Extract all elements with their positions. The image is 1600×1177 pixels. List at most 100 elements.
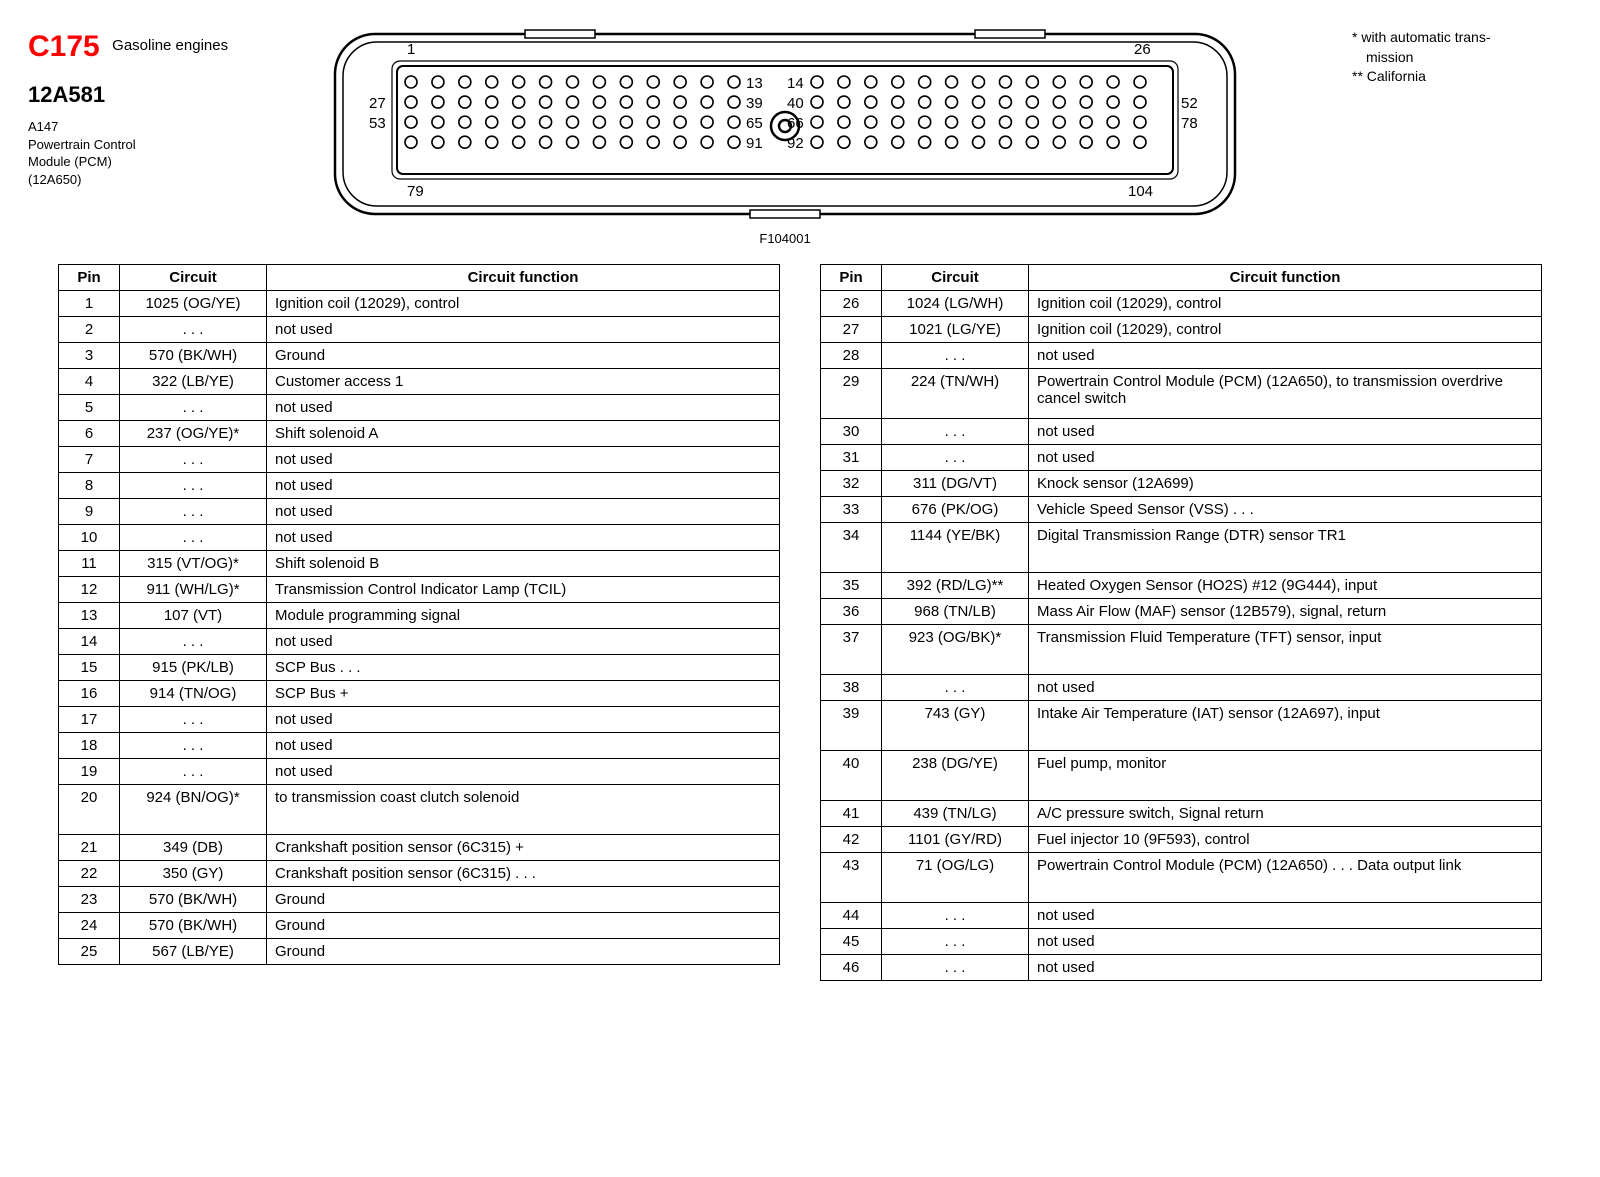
legend-notes: * with automatic trans- mission ** Calif… — [1342, 24, 1572, 87]
module-line: Module (PCM) — [28, 154, 112, 169]
svg-text:14: 14 — [787, 75, 804, 92]
module-line: (12A650) — [28, 172, 81, 187]
function-cell: Module programming signal — [267, 603, 780, 629]
table-row: 2. . .not used — [59, 317, 780, 343]
circuit-cell: 350 (GY) — [120, 861, 267, 887]
pin-cell: 45 — [821, 929, 882, 955]
circuit-cell: . . . — [120, 707, 267, 733]
function-cell: not used — [1029, 675, 1542, 701]
pinout-table-right: Pin Circuit Circuit function 261024 (LG/… — [820, 264, 1542, 981]
pin-cell: 41 — [821, 801, 882, 827]
svg-text:52: 52 — [1181, 95, 1198, 112]
circuit-cell: . . . — [120, 395, 267, 421]
table-row: 41439 (TN/LG)A/C pressure switch, Signal… — [821, 801, 1542, 827]
figure-label: F104001 — [248, 231, 1322, 246]
table-row: 3570 (BK/WH)Ground — [59, 343, 780, 369]
table-row: 39743 (GY)Intake Air Temperature (IAT) s… — [821, 701, 1542, 751]
circuit-cell: . . . — [120, 317, 267, 343]
function-cell: Shift solenoid B — [267, 551, 780, 577]
table-row: 18. . .not used — [59, 733, 780, 759]
pin-cell: 39 — [821, 701, 882, 751]
svg-text:26: 26 — [1134, 41, 1151, 58]
circuit-cell: 924 (BN/OG)* — [120, 785, 267, 835]
svg-text:53: 53 — [369, 115, 386, 132]
table-row: 5. . .not used — [59, 395, 780, 421]
function-cell: not used — [267, 447, 780, 473]
pin-cell: 27 — [821, 317, 882, 343]
table-row: 7. . .not used — [59, 447, 780, 473]
circuit-cell: 224 (TN/WH) — [882, 369, 1029, 419]
pin-cell: 30 — [821, 419, 882, 445]
table-row: 35392 (RD/LG)**Heated Oxygen Sensor (HO2… — [821, 573, 1542, 599]
svg-text:1: 1 — [407, 41, 415, 58]
circuit-cell: 439 (TN/LG) — [882, 801, 1029, 827]
circuit-cell: 915 (PK/LB) — [120, 655, 267, 681]
circuit-cell: 322 (LB/YE) — [120, 369, 267, 395]
module-line: A147 — [28, 119, 58, 134]
table-row: 20924 (BN/OG)*to transmission coast clut… — [59, 785, 780, 835]
pin-cell: 42 — [821, 827, 882, 853]
table-row: 4322 (LB/YE)Customer access 1 — [59, 369, 780, 395]
circuit-cell: 570 (BK/WH) — [120, 887, 267, 913]
function-cell: not used — [1029, 903, 1542, 929]
circuit-cell: 1101 (GY/RD) — [882, 827, 1029, 853]
pin-cell: 25 — [59, 939, 120, 965]
circuit-cell: . . . — [120, 499, 267, 525]
connector-diagram-wrap: 12679104275313396591144066925278 F104001 — [248, 24, 1322, 246]
col-header-function: Circuit function — [1029, 265, 1542, 291]
function-cell: not used — [267, 473, 780, 499]
circuit-cell: 676 (PK/OG) — [882, 497, 1029, 523]
function-cell: SCP Bus . . . — [267, 655, 780, 681]
circuit-cell: 1021 (LG/YE) — [882, 317, 1029, 343]
table-row: 46. . .not used — [821, 955, 1542, 981]
pin-cell: 31 — [821, 445, 882, 471]
pin-cell: 8 — [59, 473, 120, 499]
table-row: 23570 (BK/WH)Ground — [59, 887, 780, 913]
table-row: 28. . .not used — [821, 343, 1542, 369]
function-cell: Ground — [267, 887, 780, 913]
circuit-cell: 349 (DB) — [120, 835, 267, 861]
pin-cell: 9 — [59, 499, 120, 525]
table-row: 19. . .not used — [59, 759, 780, 785]
pin-cell: 19 — [59, 759, 120, 785]
pin-cell: 34 — [821, 523, 882, 573]
table-row: 45. . .not used — [821, 929, 1542, 955]
table-row: 29224 (TN/WH)Powertrain Control Module (… — [821, 369, 1542, 419]
pin-cell: 7 — [59, 447, 120, 473]
table-row: 8. . .not used — [59, 473, 780, 499]
pin-cell: 1 — [59, 291, 120, 317]
circuit-cell: . . . — [120, 447, 267, 473]
circuit-cell: 315 (VT/OG)* — [120, 551, 267, 577]
function-cell: not used — [1029, 929, 1542, 955]
function-cell: Ignition coil (12029), control — [1029, 291, 1542, 317]
pin-cell: 17 — [59, 707, 120, 733]
pin-cell: 20 — [59, 785, 120, 835]
circuit-cell: . . . — [882, 419, 1029, 445]
function-cell: Fuel pump, monitor — [1029, 751, 1542, 801]
table-row: 22350 (GY)Crankshaft position sensor (6C… — [59, 861, 780, 887]
pin-cell: 12 — [59, 577, 120, 603]
circuit-cell: . . . — [882, 343, 1029, 369]
pin-cell: 4 — [59, 369, 120, 395]
pin-cell: 18 — [59, 733, 120, 759]
pin-cell: 37 — [821, 625, 882, 675]
col-header-circuit: Circuit — [120, 265, 267, 291]
table-row: 12911 (WH/LG)*Transmission Control Indic… — [59, 577, 780, 603]
function-cell: not used — [267, 525, 780, 551]
pin-cell: 24 — [59, 913, 120, 939]
pin-cell: 29 — [821, 369, 882, 419]
pin-cell: 2 — [59, 317, 120, 343]
pin-cell: 15 — [59, 655, 120, 681]
pin-cell: 33 — [821, 497, 882, 523]
tables-row: Pin Circuit Circuit function 11025 (OG/Y… — [28, 264, 1572, 981]
function-cell: Ground — [267, 939, 780, 965]
table-row: 11025 (OG/YE)Ignition coil (12029), cont… — [59, 291, 780, 317]
header-block: C175 Gasoline engines 12A581 A147 Powert… — [28, 24, 228, 188]
function-cell: not used — [267, 499, 780, 525]
function-cell: not used — [267, 759, 780, 785]
right-table-wrap: Pin Circuit Circuit function 261024 (LG/… — [820, 264, 1542, 981]
table-row: 10. . .not used — [59, 525, 780, 551]
function-cell: not used — [267, 395, 780, 421]
svg-text:78: 78 — [1181, 115, 1198, 132]
function-cell: Crankshaft position sensor (6C315) + — [267, 835, 780, 861]
